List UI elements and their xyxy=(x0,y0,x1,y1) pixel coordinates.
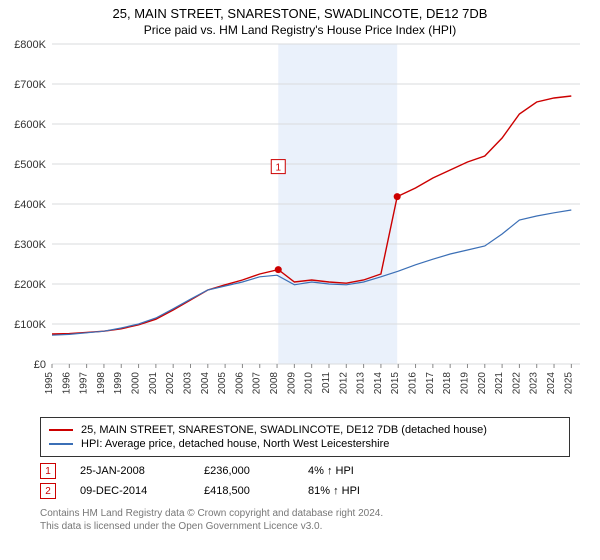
x-tick-label: 2016 xyxy=(408,372,419,395)
title-block: 25, MAIN STREET, SNARESTONE, SWADLINCOTE… xyxy=(0,0,600,39)
x-tick-label: 2001 xyxy=(148,372,159,395)
x-tick-label: 2007 xyxy=(252,372,263,395)
y-tick-label: £800K xyxy=(14,39,46,51)
legend-row: HPI: Average price, detached house, Nort… xyxy=(49,438,561,450)
x-tick-label: 2010 xyxy=(304,372,315,395)
x-tick-label: 1996 xyxy=(61,372,72,395)
x-tick-label: 1999 xyxy=(113,372,124,395)
sale-hpi: 4% ↑ HPI xyxy=(308,465,368,477)
x-tick-label: 1997 xyxy=(79,372,90,395)
sale-hpi: 81% ↑ HPI xyxy=(308,485,368,497)
sale-date: 25-JAN-2008 xyxy=(80,465,180,477)
sale-price: £418,500 xyxy=(204,485,284,497)
y-tick-label: £300K xyxy=(14,239,46,251)
x-tick-label: 2015 xyxy=(390,372,401,395)
legend-row: 25, MAIN STREET, SNARESTONE, SWADLINCOTE… xyxy=(49,424,561,436)
legend-swatch xyxy=(49,429,73,431)
chart-container: £0 £100K £200K £300K £400K £500K £600K £700K £80… xyxy=(0,39,600,409)
legend-label: 25, MAIN STREET, SNARESTONE, SWADLINCOTE… xyxy=(81,424,487,436)
y-tick-label: £500K xyxy=(14,159,46,171)
y-tick-label: £400K xyxy=(14,199,46,211)
page-title: 25, MAIN STREET, SNARESTONE, SWADLINCOTE… xyxy=(0,6,600,21)
x-tick-label: 2012 xyxy=(338,372,349,395)
footer-attribution: Contains HM Land Registry data © Crown c… xyxy=(40,507,570,533)
sale-marker-icon: 2 xyxy=(40,483,56,499)
x-tick-label: 2025 xyxy=(563,372,574,395)
x-tick-label: 2020 xyxy=(477,372,488,395)
x-tick-label: 2013 xyxy=(356,372,367,395)
page-subtitle: Price paid vs. HM Land Registry's House … xyxy=(0,23,600,37)
sale-marker-icon: 1 xyxy=(40,463,56,479)
y-tick-label: £100K xyxy=(14,319,46,331)
x-tick-label: 2024 xyxy=(546,372,557,395)
x-tick-label: 2017 xyxy=(425,372,436,395)
y-tick-label: £600K xyxy=(14,119,46,131)
sale-marker-num-1: 1 xyxy=(275,163,281,174)
x-tick-label: 2006 xyxy=(234,372,245,395)
x-tick-label: 2008 xyxy=(269,372,280,395)
legend-label: HPI: Average price, detached house, Nort… xyxy=(81,438,389,450)
x-tick-label: 2014 xyxy=(373,372,384,395)
sale-row: 2 09-DEC-2014 £418,500 81% ↑ HPI xyxy=(40,483,570,499)
x-tick-label: 2005 xyxy=(217,372,228,395)
x-tick-label: 2018 xyxy=(442,372,453,395)
sale-dot-2 xyxy=(394,193,401,200)
x-tick-label: 2002 xyxy=(165,372,176,395)
x-tick-label: 2003 xyxy=(182,372,193,395)
sale-price: £236,000 xyxy=(204,465,284,477)
x-tick-label: 2019 xyxy=(459,372,470,395)
x-tick-label: 2000 xyxy=(131,372,142,395)
price-chart: £0 £100K £200K £300K £400K £500K £600K £700K £80… xyxy=(0,39,600,409)
sale-row: 1 25-JAN-2008 £236,000 4% ↑ HPI xyxy=(40,463,570,479)
x-tick-label: 2009 xyxy=(286,372,297,395)
y-tick-label: £0 xyxy=(34,359,46,371)
legend-box: 25, MAIN STREET, SNARESTONE, SWADLINCOTE… xyxy=(40,417,570,457)
footer-line2: This data is licensed under the Open Gov… xyxy=(40,520,570,533)
footer-line1: Contains HM Land Registry data © Crown c… xyxy=(40,507,570,520)
x-tick-label: 1995 xyxy=(44,372,55,395)
x-tick-label: 2023 xyxy=(529,372,540,395)
sale-dot-1 xyxy=(275,266,282,273)
x-tick-label: 1998 xyxy=(96,372,107,395)
legend-swatch xyxy=(49,443,73,445)
x-tick-label: 2004 xyxy=(200,372,211,395)
x-tick-label: 2021 xyxy=(494,372,505,395)
sale-date: 09-DEC-2014 xyxy=(80,485,180,497)
y-tick-label: £200K xyxy=(14,279,46,291)
sales-table: 1 25-JAN-2008 £236,000 4% ↑ HPI 2 09-DEC-2014… xyxy=(40,463,570,499)
y-tick-label: £700K xyxy=(14,79,46,91)
x-tick-label: 2022 xyxy=(511,372,522,395)
x-tick-label: 2011 xyxy=(321,372,332,394)
